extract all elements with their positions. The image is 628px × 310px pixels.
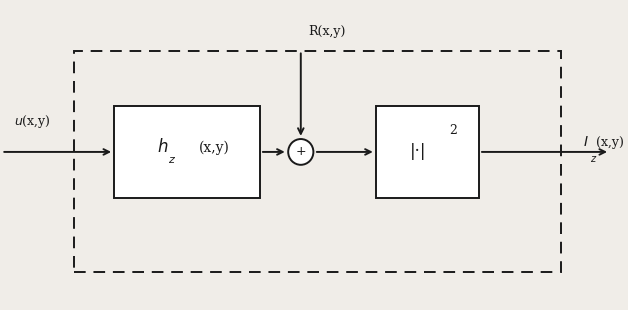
Ellipse shape	[288, 139, 313, 165]
Bar	[114, 106, 260, 198]
Text: (x,y): (x,y)	[596, 136, 624, 149]
Text: $h$: $h$	[157, 138, 168, 156]
Text: (x,y): (x,y)	[199, 140, 230, 154]
Text: 2: 2	[450, 124, 457, 137]
Text: R(x,y): R(x,y)	[309, 25, 346, 38]
Text: $u$(x,y): $u$(x,y)	[14, 113, 50, 131]
Text: $z$: $z$	[590, 154, 597, 164]
Text: $+$: $+$	[295, 145, 306, 158]
Bar	[74, 51, 561, 272]
Text: $z$: $z$	[168, 155, 176, 165]
Bar	[376, 106, 479, 198]
Text: $I$: $I$	[583, 135, 588, 149]
Text: |·|: |·|	[410, 144, 426, 161]
